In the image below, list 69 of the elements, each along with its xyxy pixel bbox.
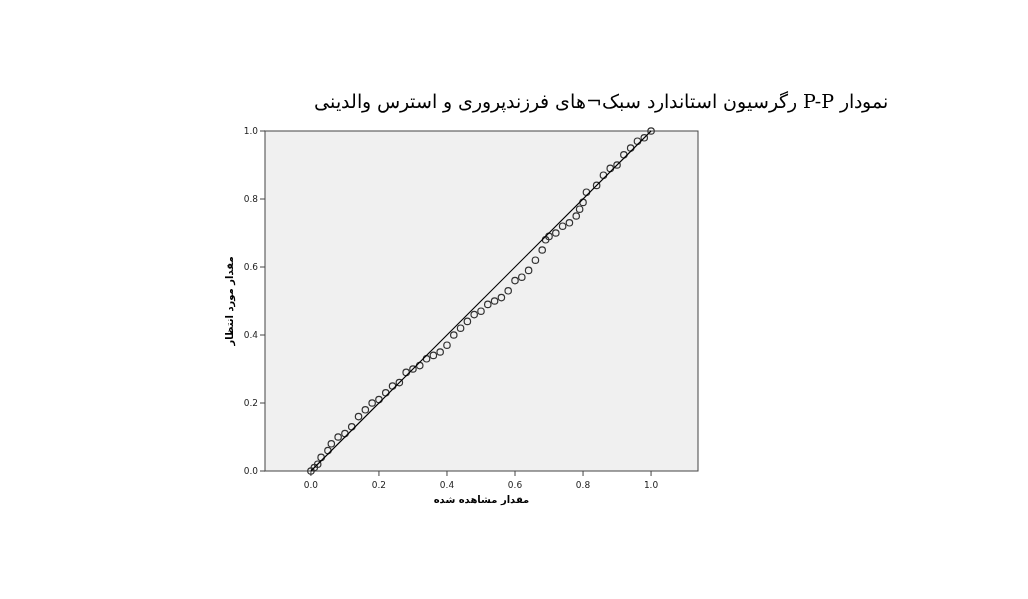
point xyxy=(504,287,512,295)
point xyxy=(599,171,608,179)
point xyxy=(317,453,325,462)
point xyxy=(579,198,587,207)
point xyxy=(310,463,319,472)
point xyxy=(368,399,376,407)
y-axis-title: مقدار مورد انتظار xyxy=(224,256,236,347)
point xyxy=(470,310,478,319)
chart-title: نمودار P-P رگرسیون استاندارد سبک¬های فرزندپروری و استرس والدینی xyxy=(313,90,888,113)
point xyxy=(558,222,567,230)
point xyxy=(415,361,424,370)
point xyxy=(647,127,655,135)
point xyxy=(327,440,336,448)
point xyxy=(409,365,417,373)
x-tick-label: 0.0 xyxy=(303,480,319,490)
point xyxy=(538,246,547,254)
point xyxy=(436,348,444,356)
point xyxy=(456,324,465,332)
point xyxy=(429,351,438,360)
point xyxy=(626,144,635,152)
y-tick-label: 0.0 xyxy=(243,466,259,476)
point xyxy=(572,212,581,220)
point xyxy=(375,395,383,404)
point xyxy=(541,236,550,244)
point xyxy=(341,429,349,438)
x-axis-title: مقدار مشاهده شده xyxy=(433,494,530,506)
point xyxy=(324,446,332,455)
x-tick-label: 1.0 xyxy=(643,480,659,490)
point xyxy=(552,229,560,237)
point xyxy=(582,188,591,196)
point xyxy=(313,460,322,468)
point xyxy=(347,423,356,431)
point xyxy=(395,378,404,387)
point xyxy=(361,406,370,414)
point xyxy=(613,161,621,169)
point xyxy=(477,307,485,315)
point xyxy=(575,205,584,213)
point xyxy=(518,273,526,281)
point xyxy=(422,355,431,363)
point xyxy=(640,134,649,142)
x-tick-label: 0.8 xyxy=(575,480,591,490)
point xyxy=(334,433,342,441)
point xyxy=(524,266,533,275)
point xyxy=(354,412,363,421)
y-tick-label: 0.6 xyxy=(243,262,259,272)
y-tick-label: 1.0 xyxy=(243,126,259,136)
point xyxy=(490,297,499,305)
point xyxy=(531,256,540,264)
y-tick-label: 0.2 xyxy=(243,398,258,408)
point xyxy=(545,232,553,241)
point xyxy=(497,293,506,302)
point xyxy=(449,331,458,339)
point xyxy=(592,181,601,190)
point xyxy=(402,368,410,377)
y-tick-label: 0.4 xyxy=(243,330,259,340)
x-tick-label: 0.2 xyxy=(371,480,387,490)
point xyxy=(633,137,642,145)
point xyxy=(511,276,519,285)
x-tick-label: 0.4 xyxy=(439,480,455,490)
point xyxy=(606,164,615,173)
point xyxy=(620,151,628,159)
point xyxy=(388,382,397,390)
point xyxy=(565,219,574,227)
point xyxy=(381,389,390,397)
point xyxy=(463,317,472,326)
x-tick-label: 0.6 xyxy=(507,480,523,490)
point xyxy=(443,341,451,349)
point xyxy=(483,300,492,309)
y-tick-label: 0.8 xyxy=(243,194,259,204)
